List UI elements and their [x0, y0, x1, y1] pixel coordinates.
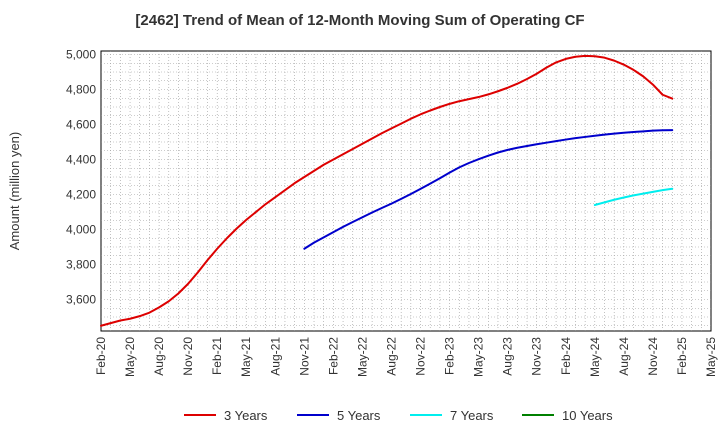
plot-area — [100, 50, 712, 332]
x-tick-label: Nov-23 — [530, 337, 544, 376]
x-tick-label: Aug-22 — [384, 337, 398, 376]
x-tick-label: Nov-22 — [414, 337, 428, 376]
y-tick-label: 4,400 — [66, 153, 96, 167]
y-tick-label: 4,000 — [66, 223, 96, 237]
x-tick-label: Feb-24 — [559, 337, 573, 375]
x-tick-label: May-20 — [123, 337, 137, 377]
legend-label: 3 Years — [224, 408, 268, 423]
chart-title: [2462] Trend of Mean of 12-Month Moving … — [135, 12, 585, 29]
legend-label: 5 Years — [337, 408, 381, 423]
y-tick-label: 4,600 — [66, 118, 96, 132]
series-line-7-years — [593, 187, 674, 206]
x-tick-label: Nov-24 — [646, 337, 660, 376]
x-tick-label: Feb-23 — [443, 337, 457, 375]
legend-label: 10 Years — [562, 408, 613, 423]
x-tick-label: May-23 — [472, 337, 486, 377]
legend-label: 7 Years — [450, 408, 494, 423]
series-line-5-years — [303, 129, 674, 250]
x-tick-label: Aug-24 — [617, 337, 631, 376]
series-lines — [100, 54, 674, 327]
y-tick-label: 5,000 — [66, 48, 96, 62]
x-tick-label: May-21 — [239, 337, 253, 377]
x-tick-label: Feb-25 — [675, 337, 689, 375]
x-tick-label: Feb-22 — [326, 337, 340, 375]
x-tick-label: Nov-21 — [297, 337, 311, 376]
x-tick-label: May-22 — [355, 337, 369, 377]
x-tick-label: May-24 — [588, 337, 602, 377]
x-tick-label: Feb-20 — [94, 337, 108, 375]
y-tick-label: 4,200 — [66, 188, 96, 202]
y-axis-ticks: 3,600 3,800 4,000 4,200 4,400 4,600 4,800 5,000 — [66, 48, 96, 307]
y-axis-label: Amount (million yen) — [7, 132, 22, 251]
y-tick-label: 3,600 — [66, 293, 96, 307]
x-tick-label: Feb-21 — [210, 337, 224, 375]
y-tick-label: 4,800 — [66, 83, 96, 97]
x-axis-ticks: Feb-20 May-20 Aug-20 Nov-20 Feb-21 May-21 Aug-… — [94, 337, 718, 377]
x-tick-label: Aug-23 — [501, 337, 515, 376]
legend: 3 Years 5 Years 7 Years 10 Years — [184, 408, 613, 423]
y-tick-label: 3,800 — [66, 258, 96, 272]
x-tick-label: Nov-20 — [181, 337, 195, 376]
x-tick-label: May-25 — [704, 337, 718, 377]
x-tick-label: Aug-20 — [152, 337, 166, 376]
series-line-3-years — [100, 54, 674, 327]
x-tick-label: Aug-21 — [268, 337, 282, 376]
